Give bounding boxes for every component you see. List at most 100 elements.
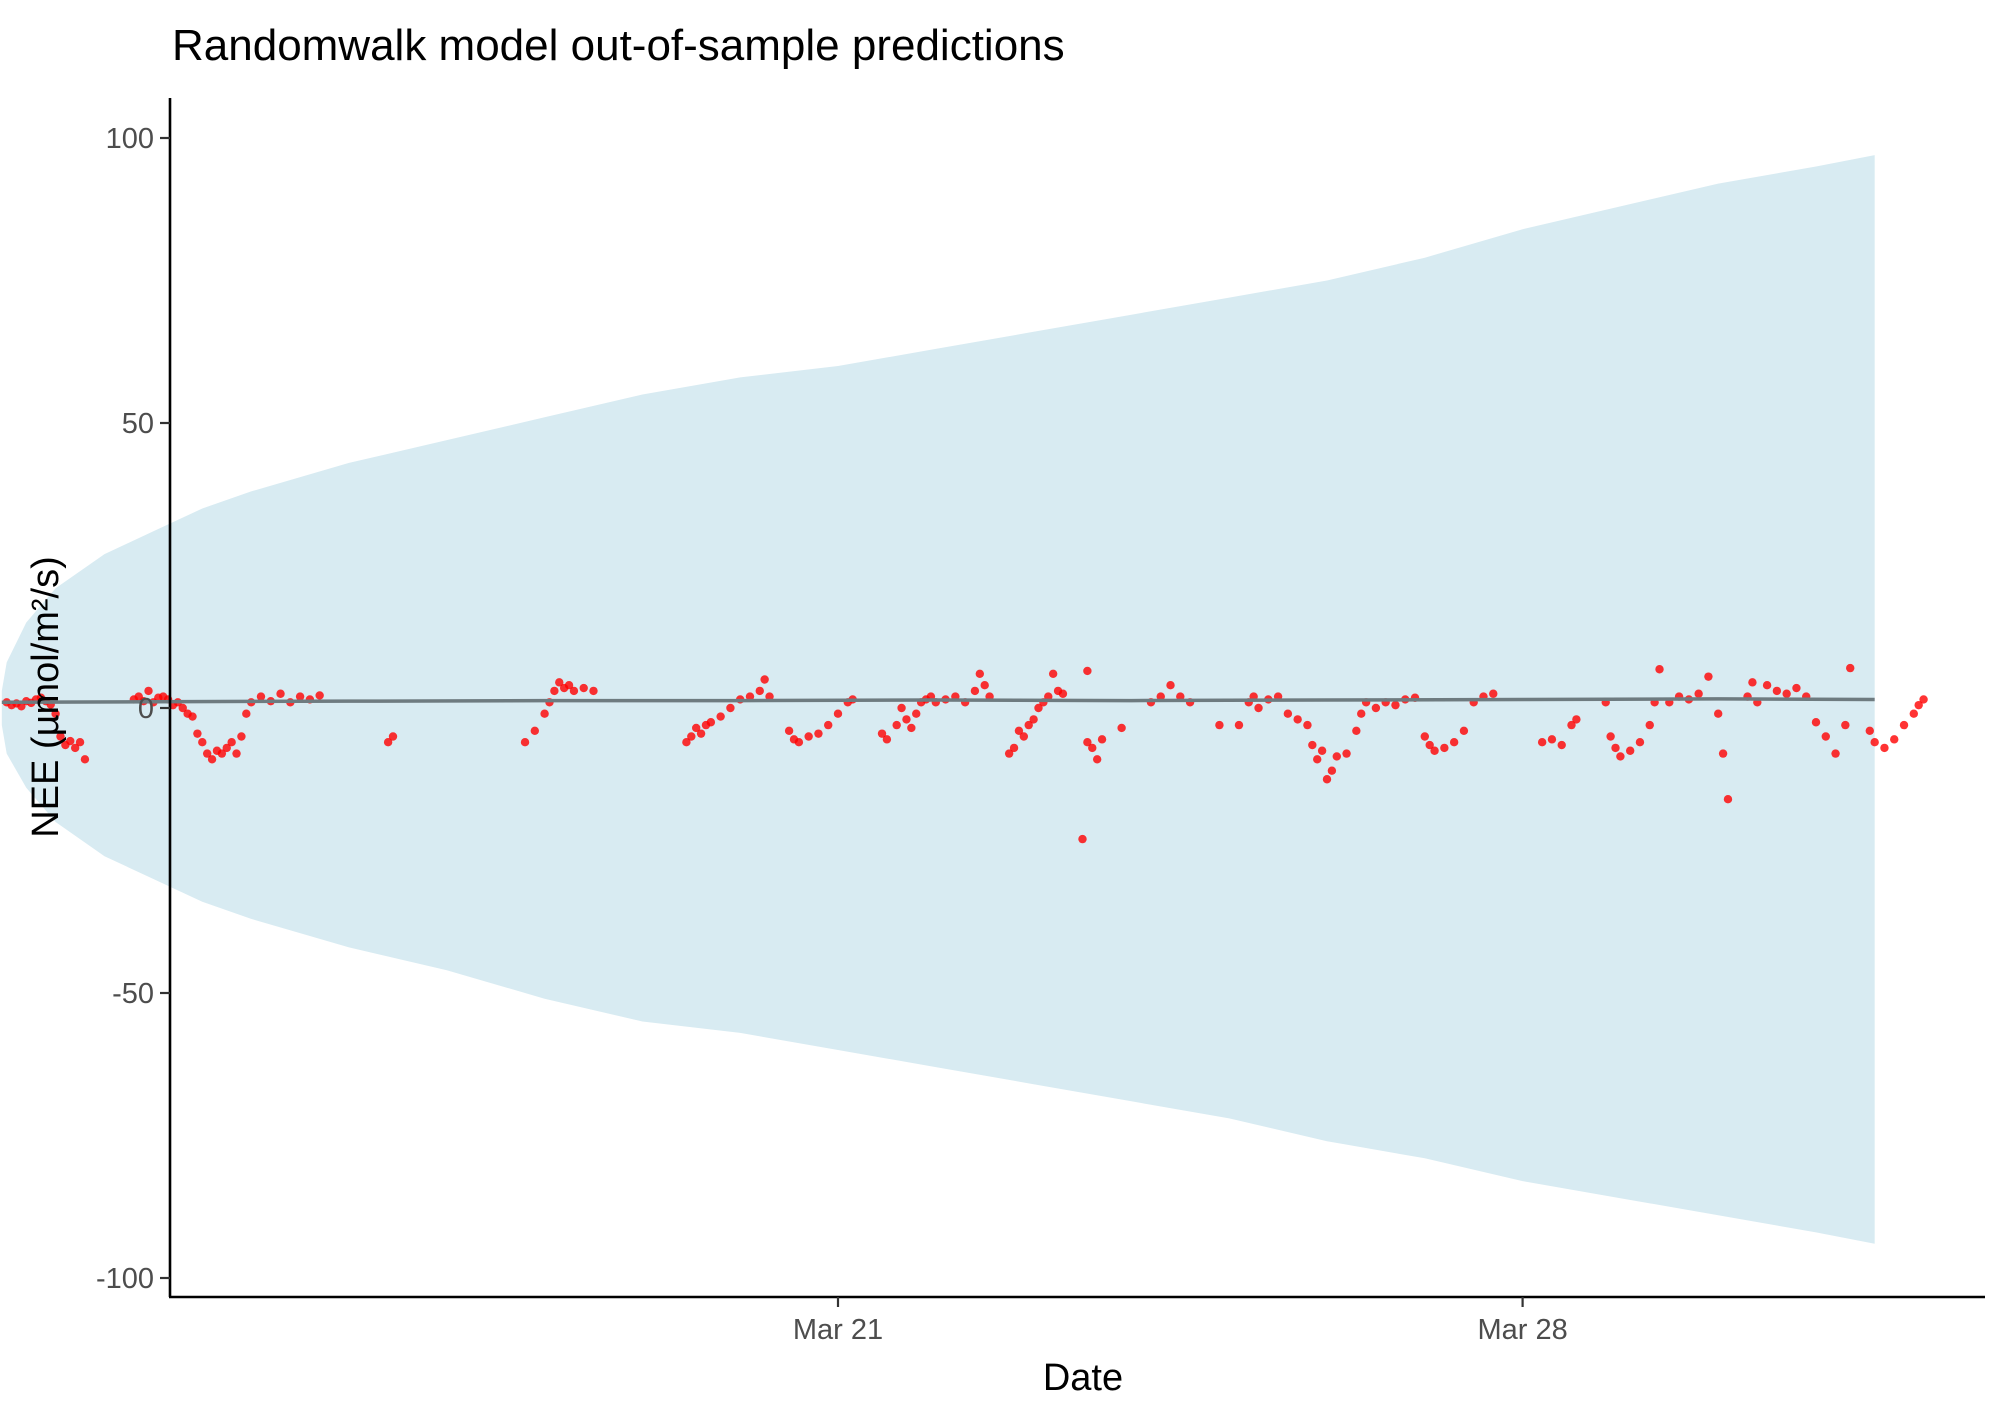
- data-point: [1009, 743, 1019, 753]
- data-point: [1078, 834, 1087, 844]
- data-point: [1611, 743, 1620, 753]
- data-point: [1117, 723, 1126, 733]
- data-point: [892, 720, 901, 730]
- data-point: [232, 749, 241, 758]
- data-point: [1019, 732, 1029, 741]
- data-point: [144, 686, 153, 696]
- data-point: [1215, 720, 1224, 730]
- data-point: [1547, 735, 1557, 744]
- data-point: [1572, 715, 1581, 724]
- data-point: [193, 729, 202, 738]
- data-point: [388, 732, 398, 741]
- data-point: [1234, 720, 1244, 730]
- data-point: [691, 723, 701, 733]
- data-point: [824, 720, 833, 730]
- data-point: [1283, 709, 1293, 718]
- data-point: [902, 715, 911, 724]
- data-point: [1704, 672, 1713, 681]
- y-axis-title: NEE (µmol/m²/s): [25, 556, 67, 838]
- data-point: [178, 703, 187, 713]
- data-point: [1024, 720, 1033, 730]
- data-point: [1034, 703, 1043, 713]
- data-point: [1357, 709, 1366, 718]
- data-point: [1748, 678, 1757, 687]
- data-point: [222, 743, 231, 753]
- data-point: [877, 729, 887, 738]
- data-point: [726, 703, 735, 713]
- data-point: [589, 686, 598, 696]
- data-point: [1088, 743, 1097, 753]
- y-tick-label: -100: [96, 1263, 154, 1295]
- data-point: [227, 738, 236, 747]
- data-point: [1489, 689, 1498, 698]
- data-point: [564, 681, 574, 690]
- data-point: [1792, 683, 1801, 693]
- data-point: [1322, 775, 1332, 784]
- data-point: [1865, 726, 1874, 735]
- data-point: [579, 683, 588, 693]
- data-point: [1459, 726, 1469, 735]
- data-point: [530, 726, 540, 735]
- data-point: [1635, 738, 1645, 747]
- y-tick-label: 0: [138, 693, 154, 725]
- data-point: [1440, 743, 1449, 753]
- data-point: [1083, 666, 1092, 676]
- x-tick-label: Mar 28: [1477, 1314, 1567, 1346]
- data-point: [1625, 746, 1635, 755]
- data-point: [1567, 720, 1576, 730]
- data-point: [1317, 746, 1327, 755]
- data-point: [682, 738, 691, 747]
- data-point: [75, 738, 85, 747]
- data-point: [1846, 663, 1855, 673]
- data-point: [1762, 681, 1772, 690]
- data-point: [555, 678, 564, 687]
- y-axis: 100 50 0 -50 -100: [96, 123, 170, 1295]
- data-point: [784, 726, 794, 735]
- data-point: [569, 686, 579, 696]
- data-point: [1097, 735, 1107, 744]
- data-point: [198, 738, 207, 747]
- plot-area: [1, 155, 1928, 1244]
- data-point: [716, 712, 725, 721]
- data-point: [295, 692, 305, 701]
- data-point: [1714, 709, 1723, 718]
- data-point: [1092, 755, 1102, 764]
- data-point: [1606, 732, 1615, 741]
- data-point: [1308, 740, 1317, 750]
- data-point: [980, 681, 989, 690]
- data-point: [1919, 695, 1928, 704]
- data-point: [1014, 726, 1024, 735]
- data-point: [1831, 749, 1840, 758]
- data-point: [696, 729, 706, 738]
- data-point: [912, 709, 921, 718]
- data-point: [51, 709, 60, 718]
- data-point: [242, 709, 251, 718]
- data-point: [1391, 700, 1400, 710]
- data-point: [1293, 715, 1302, 724]
- data-point: [1254, 703, 1263, 713]
- data-point: [833, 709, 843, 718]
- data-point: [804, 732, 813, 741]
- data-point: [1430, 746, 1439, 755]
- data-point: [237, 732, 246, 741]
- data-point: [315, 691, 324, 700]
- y-tick-label: -50: [112, 978, 154, 1010]
- data-point: [276, 689, 285, 698]
- data-point: [1616, 752, 1625, 761]
- data-point: [970, 686, 980, 696]
- data-point: [1156, 692, 1165, 701]
- data-point: [1425, 740, 1434, 750]
- x-tick-label: Mar 21: [793, 1314, 883, 1346]
- data-point: [1166, 681, 1175, 690]
- data-point: [1655, 665, 1664, 674]
- data-point: [1029, 715, 1038, 724]
- data-point: [217, 749, 227, 758]
- data-point: [1327, 766, 1337, 775]
- data-point: [745, 692, 755, 701]
- data-point: [188, 712, 197, 721]
- data-point: [765, 692, 774, 701]
- data-point: [1371, 703, 1381, 713]
- data-point: [1557, 740, 1566, 750]
- data-point: [1645, 720, 1654, 730]
- data-point: [1718, 749, 1728, 758]
